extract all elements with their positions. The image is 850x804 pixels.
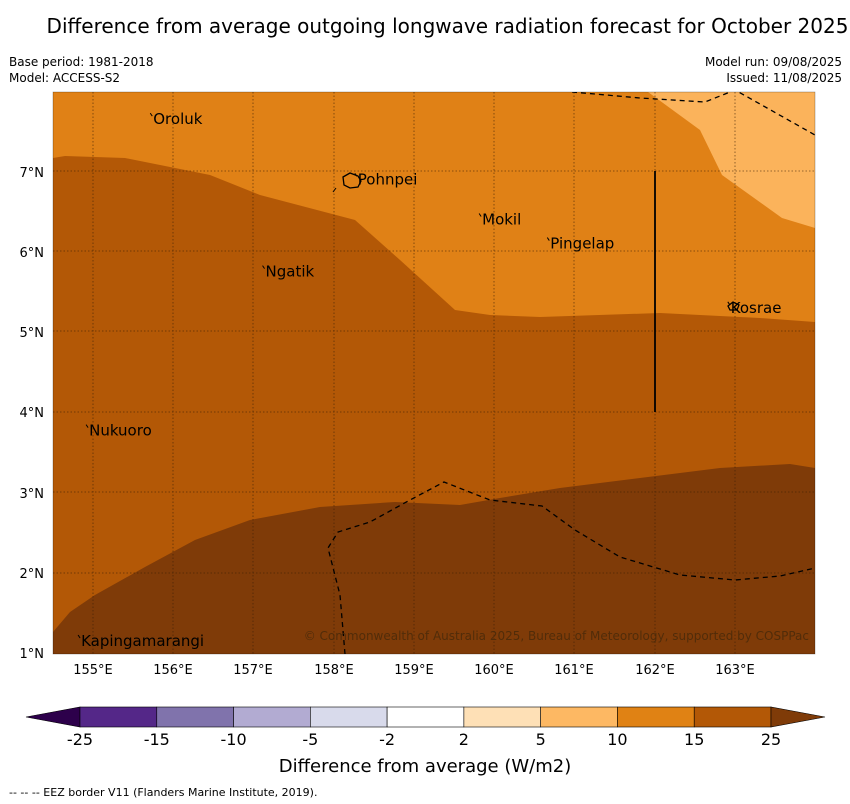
meta-right: Model run: 09/08/2025 Issued: 11/08/2025 [705, 54, 842, 86]
y-tick-5n: 5°N [20, 326, 45, 341]
colorbar-swatch-4 [310, 706, 388, 728]
colorbar-arrow-high [770, 706, 826, 728]
map-frame [52, 91, 816, 655]
colorbar-swatch-7 [540, 706, 618, 728]
pohnpei-islet [332, 187, 337, 193]
colorbar-label: -10 [220, 730, 246, 749]
y-tick-4n: 4°N [20, 406, 45, 421]
colorbar-label: 2 [459, 730, 469, 749]
colorbar: -25 -15 -10 -5 -2 2 5 10 15 25 [25, 706, 826, 749]
grid-lines [53, 92, 815, 654]
place-marker-pingelap [546, 237, 550, 241]
x-tick-162e: 162°E [635, 663, 675, 678]
place-label-kapingamarangi: Kapingamarangi [81, 632, 204, 650]
region-gt-25 [53, 464, 815, 654]
place-label-oroluk: Oroluk [153, 110, 202, 128]
colorbar-label: 25 [761, 730, 781, 749]
eez-footnote: -- -- -- EEZ border V11 (Flanders Marine… [9, 786, 318, 799]
places-layer: Oroluk Pohnpei Mokil Pingelap Ngatik Kosrae Nu… [77, 110, 782, 650]
colorbar-swatch-1 [79, 706, 158, 728]
colorbar-label: -5 [302, 730, 318, 749]
x-tick-161e: 161°E [554, 663, 594, 678]
y-tick-6n: 6°N [20, 246, 45, 261]
place-label-pohnpei: Pohnpei [358, 170, 418, 188]
colorbar-swatch-6 [463, 706, 541, 728]
place-marker-nukuoro [85, 424, 89, 428]
eez-borders [327, 92, 815, 654]
x-tick-159e: 159°E [394, 663, 434, 678]
place-label-ngatik: Ngatik [266, 263, 315, 281]
x-tick-163e: 163°E [715, 663, 755, 678]
place-label-mokil: Mokil [482, 210, 521, 228]
y-axis: 7°N 6°N 5°N 4°N 3°N 2°N 1°N [20, 166, 45, 662]
colorbar-label: -15 [144, 730, 170, 749]
y-tick-2n: 2°N [20, 567, 45, 582]
y-tick-3n: 3°N [20, 487, 45, 502]
colorbar-label: -25 [67, 730, 93, 749]
issued-date: Issued: 11/08/2025 [726, 71, 842, 85]
x-tick-157e: 157°E [233, 663, 273, 678]
place-label-kosrae: Kosrae [731, 299, 782, 317]
x-axis: 155°E 156°E 157°E 158°E 159°E 160°E 161°… [73, 663, 755, 678]
meta-left: Base period: 1981-2018 Model: ACCESS-S2 [9, 54, 154, 86]
colorbar-label: 5 [536, 730, 546, 749]
region-5-10 [648, 92, 815, 228]
x-tick-156e: 156°E [153, 663, 193, 678]
kosrae-island [727, 301, 740, 311]
place-marker-kosrae [727, 301, 731, 306]
place-marker-mokil [478, 213, 482, 217]
colorbar-swatch-3 [233, 706, 311, 728]
y-tick-7n: 7°N [20, 166, 45, 181]
colorbar-title: Difference from average (W/m2) [279, 756, 571, 777]
place-label-pingelap: Pingelap [550, 235, 614, 253]
colorbar-swatch-8 [617, 706, 695, 728]
colorbar-arrow-low [25, 706, 81, 728]
colorbar-label: 15 [684, 730, 704, 749]
colorbar-label: -2 [379, 730, 395, 749]
copyright-notice: © Commonwealth of Australia 2025, Bureau… [304, 629, 809, 643]
chart-title: Difference from average outgoing longwav… [46, 14, 849, 38]
place-marker-ngatik [262, 265, 265, 269]
colorbar-swatch-2 [156, 706, 234, 728]
x-tick-155e: 155°E [73, 663, 113, 678]
y-tick-1n: 1°N [20, 647, 45, 662]
x-tick-160e: 160°E [474, 663, 514, 678]
x-tick-158e: 158°E [314, 663, 354, 678]
place-marker-kapingamarangi [77, 634, 81, 639]
colorbar-swatch-5 [386, 706, 465, 728]
colorbar-label: 10 [607, 730, 627, 749]
colorbar-swatch-9 [693, 706, 772, 728]
map-area: Oroluk Pohnpei Mokil Pingelap Ngatik Kosrae Nu… [53, 92, 815, 654]
base-period: Base period: 1981-2018 [9, 55, 154, 69]
place-marker-oroluk [149, 112, 153, 117]
model-name: Model: ACCESS-S2 [9, 71, 121, 85]
place-marker-pohnpei [354, 173, 358, 177]
place-label-nukuoro: Nukuoro [89, 422, 152, 440]
pohnpei-island [342, 172, 362, 189]
model-run: Model run: 09/08/2025 [704, 55, 842, 69]
